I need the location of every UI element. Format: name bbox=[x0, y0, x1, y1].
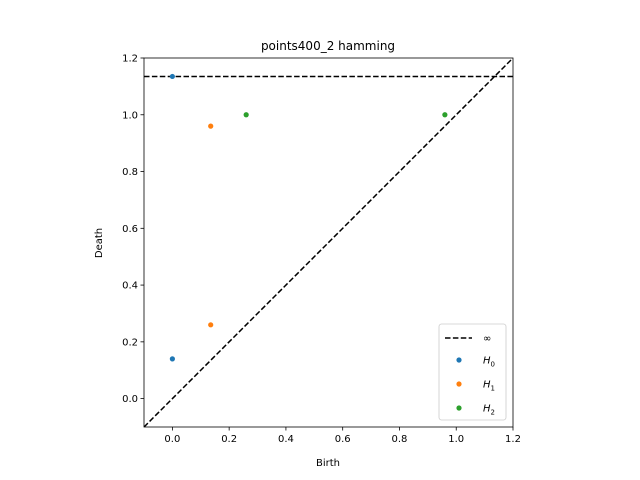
legend-box bbox=[438, 323, 507, 421]
x-tick-label: 0.2 bbox=[221, 434, 237, 445]
x-tick-label: 0.0 bbox=[164, 434, 180, 445]
plot-content bbox=[144, 58, 513, 427]
legend-swatch-h1 bbox=[456, 381, 462, 387]
y-tick-label: 1.0 bbox=[122, 110, 138, 121]
point-h1 bbox=[208, 322, 214, 328]
legend: ∞ H0 H1 H2 bbox=[438, 323, 507, 421]
x-tick-label: 0.8 bbox=[392, 434, 408, 445]
legend-label-h2: H2 bbox=[483, 404, 495, 417]
y-axis-label: Death bbox=[94, 228, 105, 258]
point-h0 bbox=[169, 73, 175, 80]
axes-frame bbox=[143, 57, 514, 428]
point-h2 bbox=[243, 112, 249, 118]
point-h0 bbox=[169, 356, 175, 362]
y-tick-label: 1.2 bbox=[122, 54, 138, 65]
y-tick-label: 0.6 bbox=[122, 224, 138, 235]
x-tick-label: 1.0 bbox=[448, 434, 464, 445]
chart-title: points400_2 hamming bbox=[261, 39, 395, 53]
legend-swatch-h2 bbox=[456, 405, 462, 411]
legend-label-h0: H0 bbox=[483, 356, 495, 369]
x-axis-label: Birth bbox=[316, 458, 340, 469]
legend-label-h1: H1 bbox=[483, 380, 495, 393]
plot-area: 0.0 0.2 0.4 0.6 0.8 1.0 1.2 0.0 0.2 0.4 0.6 0.8 1.0 1… bbox=[122, 54, 521, 446]
x-tick-label: 1.2 bbox=[505, 434, 521, 445]
y-tick-label: 0.4 bbox=[122, 281, 138, 292]
y-tick-label: 0.2 bbox=[122, 337, 138, 348]
legend-infinity-label: ∞ bbox=[483, 334, 491, 345]
point-h2 bbox=[442, 112, 448, 118]
y-tick-label: 0.8 bbox=[122, 167, 138, 178]
y-tick-label: 0.0 bbox=[122, 394, 138, 405]
diagonal-line bbox=[144, 58, 513, 427]
legend-swatch-h0 bbox=[456, 357, 462, 363]
x-tick-label: 0.4 bbox=[278, 434, 294, 445]
x-tick-label: 0.6 bbox=[335, 434, 351, 445]
point-h1 bbox=[208, 123, 214, 129]
